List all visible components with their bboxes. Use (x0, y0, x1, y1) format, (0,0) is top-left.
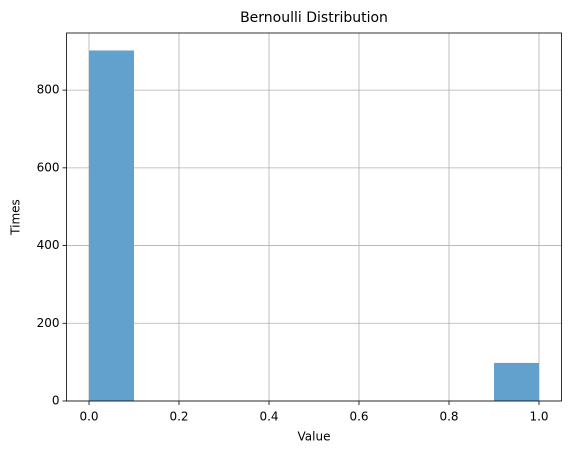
bar (89, 50, 134, 401)
x-tick-label: 0.4 (259, 410, 278, 424)
y-tick-label: 200 (37, 316, 60, 330)
y-axis-label: Times (9, 199, 23, 236)
y-tick-label: 0 (52, 394, 60, 408)
axes-frame (66, 32, 562, 402)
x-axis-label: Value (298, 430, 331, 444)
y-tick-label: 600 (37, 160, 60, 174)
bar (494, 362, 539, 401)
y-tick-label: 800 (37, 83, 60, 97)
x-tick-label: 0.6 (349, 410, 368, 424)
x-tick-label: 0.0 (79, 410, 98, 424)
x-tick-label: 1.0 (529, 410, 548, 424)
x-tick-label: 0.2 (169, 410, 188, 424)
x-tick-label: 0.8 (439, 410, 458, 424)
chart-title: Bernoulli Distribution (240, 10, 388, 26)
y-tick-label: 400 (37, 238, 60, 252)
